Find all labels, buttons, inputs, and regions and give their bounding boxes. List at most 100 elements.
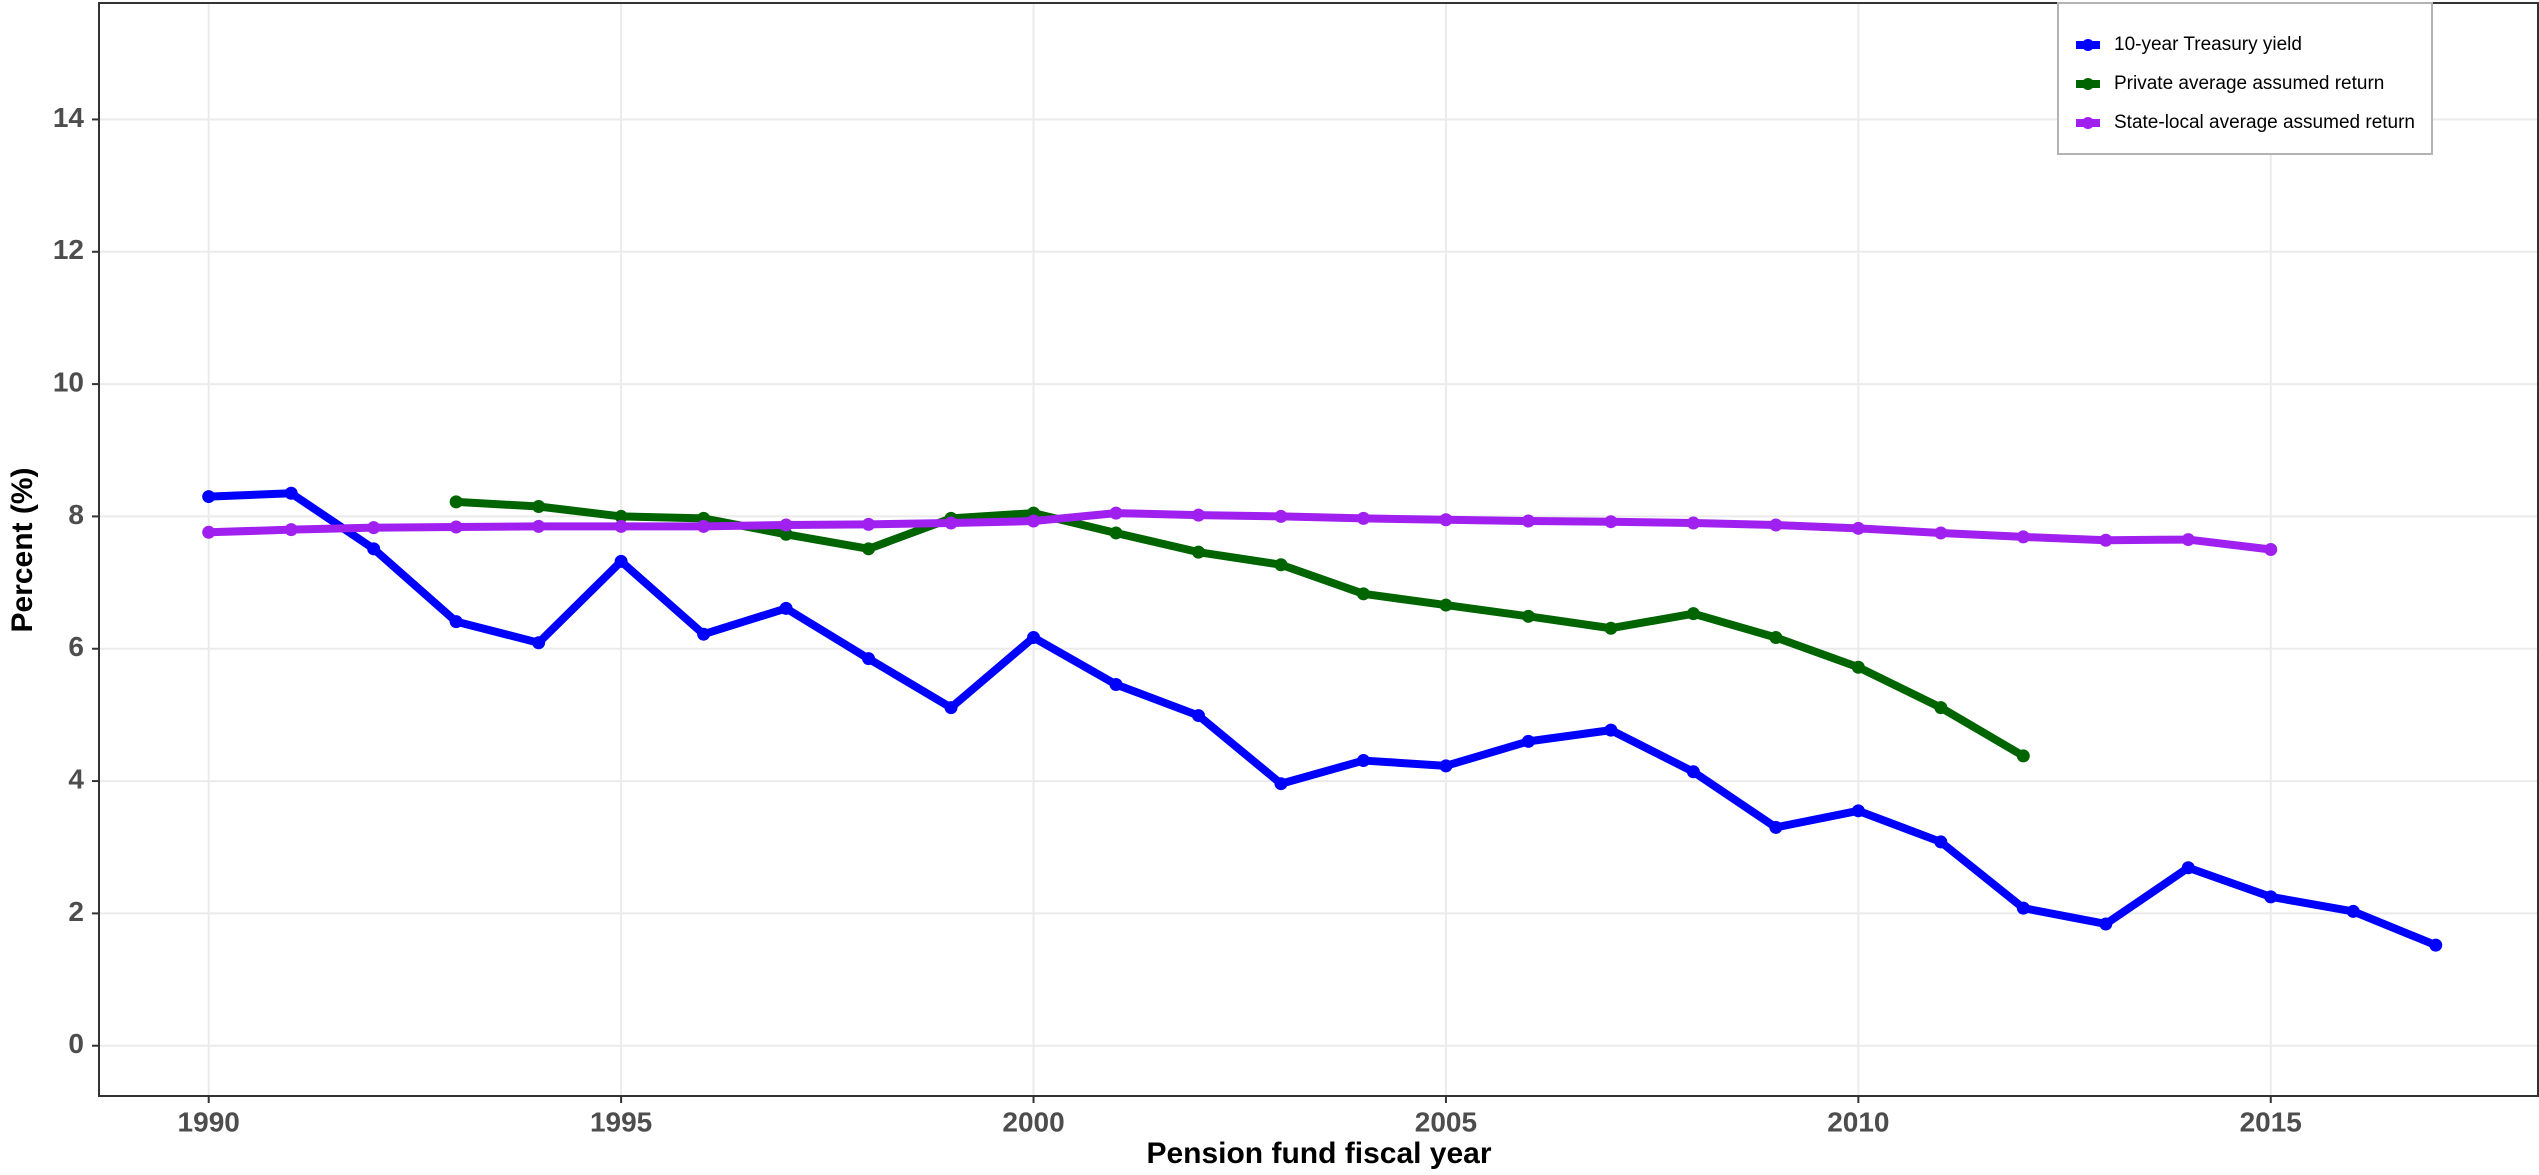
series-line — [208, 489, 2438, 949]
y-tick-label: 6 — [68, 631, 84, 662]
x-axis-title: Pension fund fiscal year — [1146, 1137, 1491, 1170]
data-point — [1439, 513, 1453, 527]
data-point — [1439, 598, 1453, 612]
legend-label: State-local average assumed return — [2114, 112, 2415, 133]
data-point — [1109, 506, 1123, 520]
data-point — [367, 542, 381, 556]
x-tick-label: 1990 — [178, 1106, 240, 1137]
data-point — [1191, 508, 1205, 522]
legend-swatch-point — [2082, 78, 2094, 90]
data-point — [1934, 701, 1948, 715]
data-point — [284, 486, 298, 500]
legend-box — [2057, 2, 2433, 155]
data-point — [1851, 521, 1865, 535]
data-point — [1604, 515, 1618, 529]
data-point — [2181, 861, 2195, 875]
data-point — [1191, 709, 1205, 723]
y-tick-label: 8 — [68, 499, 84, 530]
series-line — [455, 497, 2026, 760]
legend-label: 10-year Treasury yield — [2114, 34, 2302, 55]
y-tick-label: 4 — [68, 763, 84, 794]
y-tick-label: 2 — [68, 896, 84, 927]
y-tick-label: 14 — [53, 102, 85, 133]
data-point — [1027, 514, 1041, 528]
x-tick-label: 2005 — [1415, 1106, 1477, 1137]
data-point — [1027, 630, 1041, 644]
legend: 10-year Treasury yield Private average as… — [2057, 2, 2433, 155]
data-point — [614, 509, 628, 523]
x-tick-label: 1995 — [590, 1106, 652, 1137]
data-point — [2264, 890, 2278, 904]
data-point — [2264, 543, 2278, 556]
x-tick-label: 2000 — [1002, 1106, 1064, 1137]
data-point — [614, 554, 628, 568]
data-point — [1769, 820, 1783, 834]
data-point — [862, 652, 876, 666]
data-point — [532, 636, 546, 650]
plot-background — [99, 3, 2538, 1096]
data-point — [202, 490, 216, 504]
data-point — [1851, 804, 1865, 818]
data-point — [1356, 587, 1370, 601]
data-point — [2429, 938, 2443, 952]
data-point — [779, 518, 793, 532]
legend-label: Private average assumed return — [2114, 73, 2384, 94]
legend-swatch-point — [2082, 39, 2094, 51]
y-axis-title: Percent (%) — [6, 467, 39, 632]
data-point — [1521, 514, 1535, 528]
data-point — [779, 527, 793, 541]
data-point — [697, 627, 711, 641]
data-point — [697, 519, 711, 533]
data-point — [2346, 904, 2360, 918]
data-point — [779, 601, 793, 615]
data-point — [1274, 509, 1288, 523]
data-point — [1686, 765, 1700, 779]
data-point — [1686, 607, 1700, 621]
data-point — [944, 701, 958, 715]
data-point — [2181, 533, 2195, 547]
data-point — [1356, 754, 1370, 768]
data-point — [862, 517, 876, 531]
data-point — [1604, 621, 1618, 635]
data-point — [202, 525, 216, 539]
data-point — [1934, 526, 1948, 540]
y-tick-label: 12 — [53, 234, 84, 265]
data-point — [2016, 749, 2030, 763]
data-point — [284, 523, 298, 537]
data-point — [1109, 526, 1123, 540]
data-point — [862, 542, 876, 556]
plot-border — [98, 2, 2539, 1097]
data-point — [614, 519, 628, 533]
data-point — [532, 499, 546, 513]
data-point — [944, 516, 958, 530]
data-point — [1439, 759, 1453, 773]
y-tick-label: 10 — [53, 366, 84, 397]
data-point — [367, 521, 381, 535]
data-point — [2099, 917, 2113, 931]
data-point — [1769, 630, 1783, 644]
data-point — [1521, 609, 1535, 623]
data-point — [1274, 777, 1288, 791]
data-point — [1686, 516, 1700, 530]
data-point — [2016, 901, 2030, 915]
data-point — [449, 615, 463, 629]
data-point — [1769, 518, 1783, 532]
series-line — [208, 509, 2272, 554]
y-tick-label: 0 — [68, 1028, 84, 1059]
data-point — [532, 519, 546, 533]
data-point — [1604, 723, 1618, 737]
data-point — [1191, 545, 1205, 559]
data-point — [1851, 660, 1865, 674]
data-point — [1521, 734, 1535, 748]
data-point — [449, 495, 463, 509]
data-point — [1274, 558, 1288, 572]
data-point — [2016, 530, 2030, 544]
data-point — [1934, 835, 1948, 849]
x-tick-label: 2010 — [1827, 1106, 1889, 1137]
x-tick-label: 2015 — [2240, 1106, 2302, 1137]
legend-swatch-point — [2082, 117, 2094, 129]
data-point — [1356, 511, 1370, 525]
data-point — [449, 520, 463, 534]
data-point — [2099, 533, 2113, 547]
data-point — [1109, 677, 1123, 691]
